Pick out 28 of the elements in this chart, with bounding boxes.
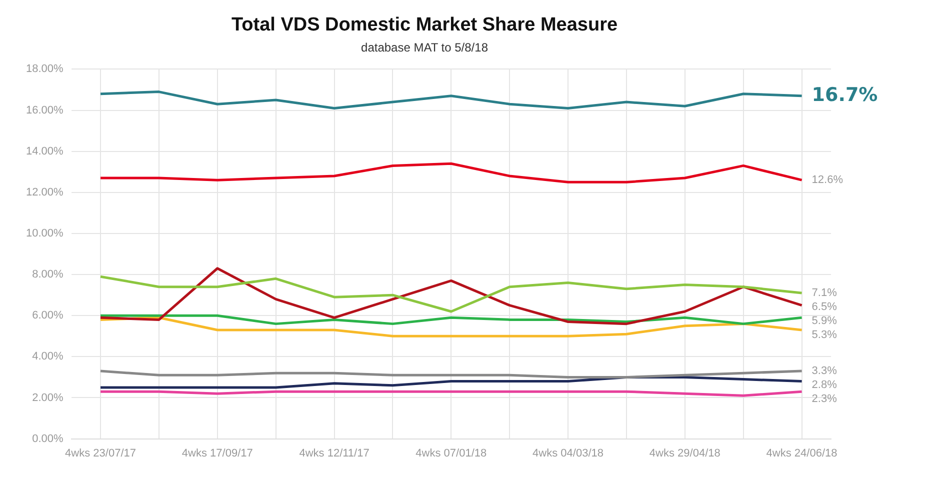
y-tick-label: 4.00% [32,350,64,363]
x-tick-label: 4wks 23/07/17 [65,447,136,460]
x-tick-label: 4wks 29/04/18 [649,447,720,460]
x-tick-label: 4wks 07/01/18 [416,447,487,460]
y-tick-label: 8.00% [32,268,64,281]
data-label: 6.5% [812,301,838,314]
y-tick-label: 6.00% [32,310,64,322]
y-tick-label: 0.00% [32,432,64,445]
data-label: 5.9% [812,315,838,328]
data-label: 2.8% [812,379,838,392]
x-tick-label: 4wks 04/03/18 [532,447,604,460]
data-label: 16.7% [812,84,878,106]
y-tick-label: 14.00% [26,145,64,158]
data-label: 2.3% [812,393,838,406]
y-tick-label: 2.00% [32,392,64,404]
x-tick-label: 4wks 12/11/17 [299,447,370,460]
chart-subtitle: database MAT to 5/8/18 [361,40,488,54]
data-label: 7.1% [812,287,838,300]
y-tick-label: 10.00% [26,228,64,240]
data-label: 12.6% [812,174,844,186]
y-tick-label: 18.00% [26,63,64,76]
data-label: 5.3% [812,329,838,342]
y-tick-label: 16.00% [26,104,64,116]
data-label: 3.3% [812,365,838,378]
x-tick-label: 4wks 24/06/18 [766,447,838,460]
y-tick-label: 12.00% [26,186,64,198]
chart-title: Total VDS Domestic Market Share Measure [231,14,618,36]
x-tick-label: 4wks 17/09/17 [182,447,253,460]
